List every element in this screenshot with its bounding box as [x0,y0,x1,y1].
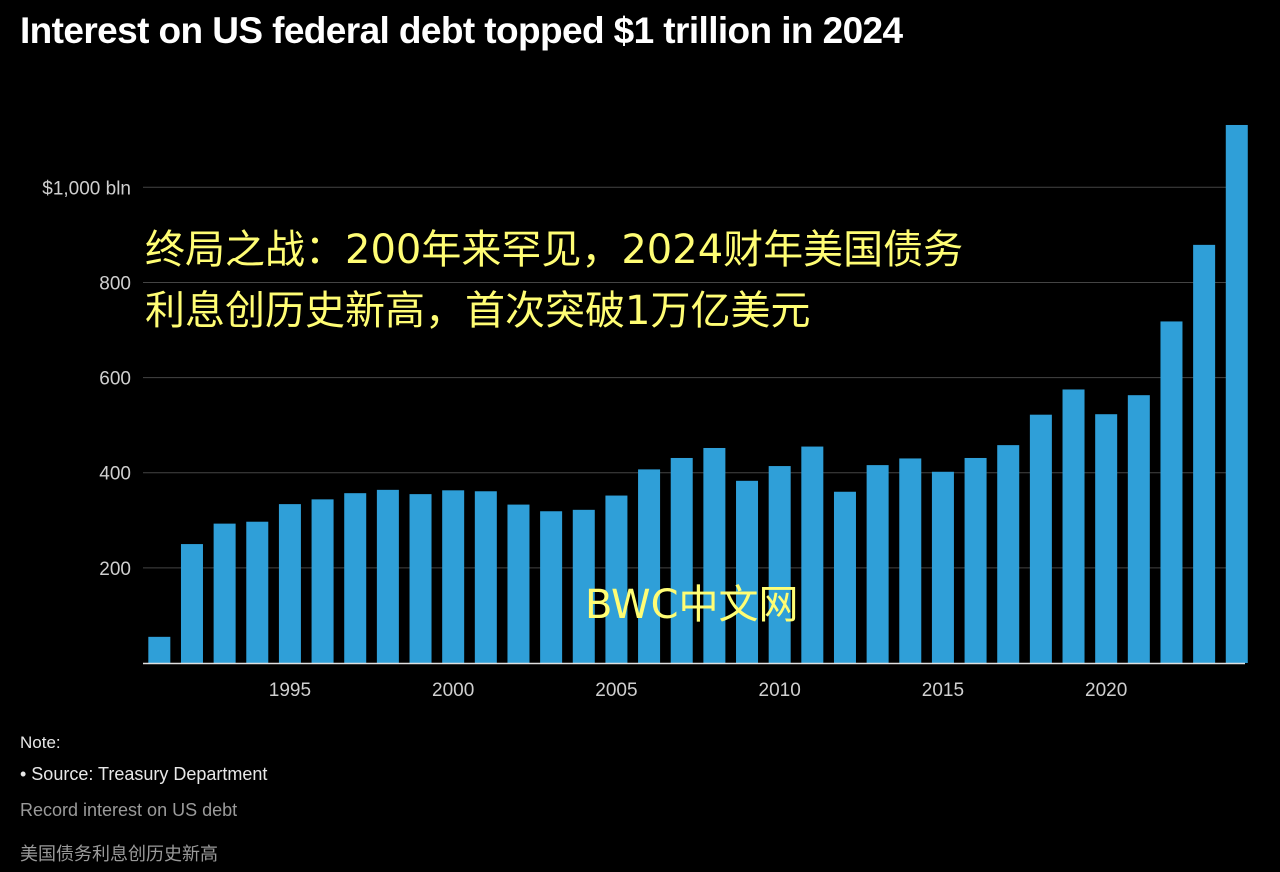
bar-2009 [736,480,759,663]
note-label: Note: [20,733,61,752]
y-tick-label: 600 [99,369,131,390]
bar-2023 [1193,244,1216,664]
bar-1999 [409,494,432,663]
y-tick-label: 200 [99,559,131,580]
bar-1996 [311,499,334,663]
bar-2003 [540,511,563,663]
bar-2014 [899,458,922,663]
x-tick-label: 1995 [269,680,311,701]
chart-title: Interest on US federal debt topped $1 tr… [20,10,903,51]
bar-1995 [278,504,301,663]
bar-2020 [1095,414,1118,663]
bar-2008 [703,447,726,663]
bar-2010 [768,466,791,663]
bar-2016 [964,457,987,663]
watermark: BWC中文网 [585,582,799,628]
y-tick-label: 400 [99,464,131,485]
bar-2021 [1127,395,1150,663]
bar-1992 [180,544,203,663]
x-tick-label: 2000 [432,680,474,701]
bar-2012 [833,491,856,663]
bar-2000 [442,490,465,663]
overlay-headline-line1: 终局之战：200年来罕见，2024财年美国债务 [145,227,964,273]
bar-1994 [246,521,269,663]
bars [148,124,1248,664]
bar-2022 [1160,321,1183,663]
bar-2024 [1225,124,1248,664]
bar-1997 [344,493,367,663]
x-tick-label: 2015 [922,680,964,701]
bar-2018 [1029,414,1052,663]
bar-2017 [997,445,1020,663]
bar-2004 [572,509,595,663]
bar-2007 [670,457,693,663]
bar-2005 [605,495,628,663]
x-tick-label: 2010 [759,680,801,701]
bar-2013 [866,465,889,663]
axes: 200 400 600 800 $1,000 bln 1995 2000 2005 2010 20… [42,178,1245,701]
bar-1993 [213,523,236,663]
bar-1998 [376,489,399,663]
bar-2001 [474,491,497,663]
bar-2011 [801,446,824,663]
bar-2006 [638,469,661,663]
note-source: • Source: Treasury Department [20,764,268,784]
bar-2019 [1062,389,1085,663]
subtitle-chinese: 美国债务利息创历史新高 [20,844,218,865]
x-tick-label: 2005 [595,680,637,701]
subtitle-english: Record interest on US debt [20,800,238,820]
bar-2002 [507,504,530,663]
bar-1991 [148,636,171,663]
y-tick-label: 800 [99,273,131,294]
bar-2015 [931,471,954,663]
x-tick-label: 2020 [1085,680,1127,701]
overlay-headline-line2: 利息创历史新高，首次突破1万亿美元 [145,288,811,334]
y-tick-label: $1,000 bln [42,178,131,199]
